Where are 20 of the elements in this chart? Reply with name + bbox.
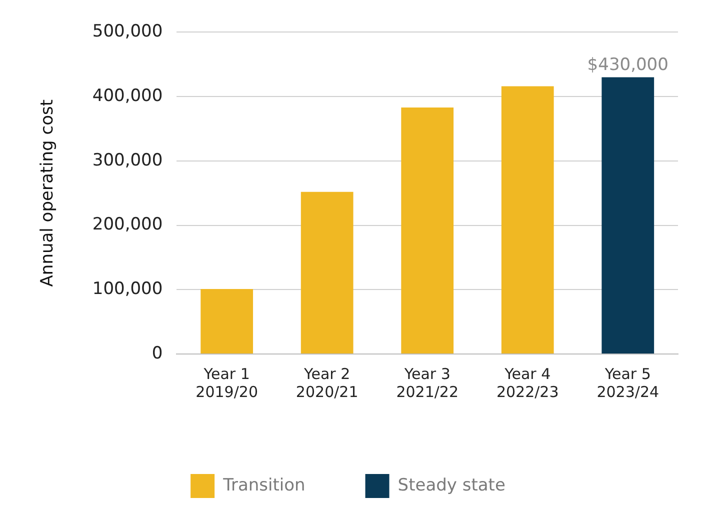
y-tick-label: 300,000	[92, 150, 163, 170]
x-tick-label: Year 1 2019/20	[196, 364, 258, 401]
y-axis-title: Annual operating cost	[38, 99, 58, 287]
y-tick-label: 100,000	[92, 279, 163, 300]
bar	[401, 108, 454, 354]
bar	[501, 86, 554, 354]
y-tick-label: 400,000	[92, 86, 163, 106]
legend-label: Steady state	[398, 475, 506, 496]
y-tick-label: 0	[152, 343, 163, 364]
x-tick-label: Year 2 2020/21	[296, 364, 358, 401]
bar	[200, 288, 254, 354]
bar	[602, 77, 654, 354]
y-tick-label: 200,000	[92, 214, 163, 235]
x-tick-label: Year 4 2022/23	[496, 364, 559, 401]
x-tick-label: Year 5 2023/24	[596, 364, 660, 401]
legend-label: Transition	[222, 475, 306, 496]
x-tick-label: Year 3 2021/22	[396, 364, 459, 401]
data-label: $430,000	[587, 55, 668, 76]
y-tick-label: 500,000	[92, 22, 163, 42]
bar	[300, 192, 354, 354]
